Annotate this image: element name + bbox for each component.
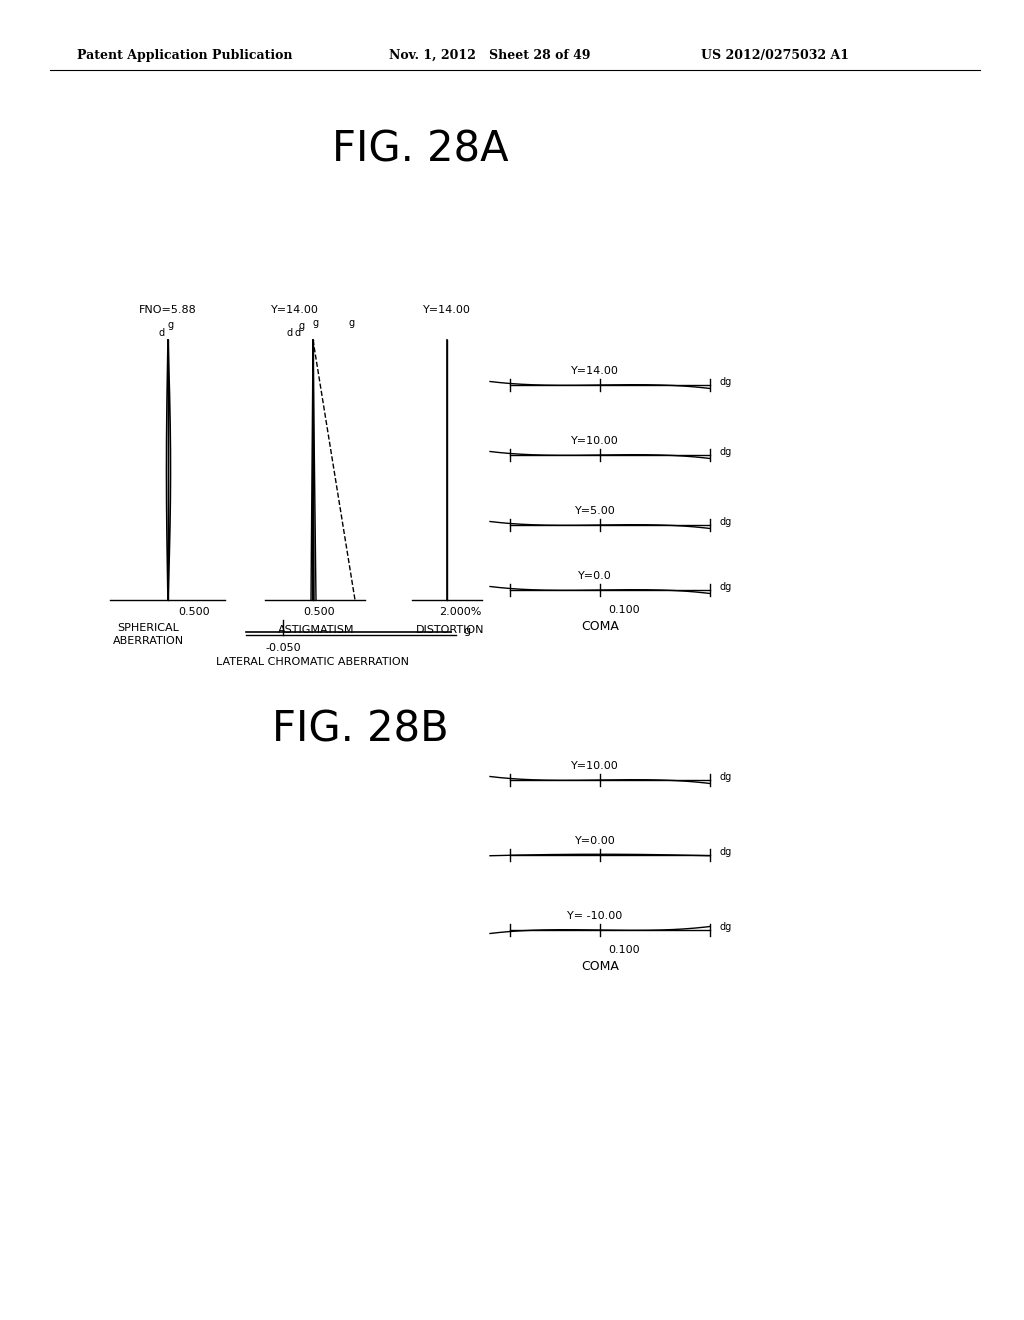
Text: g: g bbox=[349, 318, 355, 327]
Text: Y=14.00: Y=14.00 bbox=[271, 305, 318, 315]
Text: g: g bbox=[313, 318, 319, 327]
Text: d: d bbox=[159, 327, 165, 338]
Text: g: g bbox=[168, 319, 174, 330]
Text: 2.000%: 2.000% bbox=[439, 607, 482, 616]
Text: ASTIGMATISM: ASTIGMATISM bbox=[278, 624, 354, 635]
Text: Y=10.00: Y=10.00 bbox=[571, 436, 618, 446]
Text: Y=0.00: Y=0.00 bbox=[574, 836, 615, 846]
Text: Y=0.0: Y=0.0 bbox=[579, 572, 612, 581]
Text: COMA: COMA bbox=[581, 960, 618, 973]
Text: -0.050: -0.050 bbox=[265, 643, 301, 653]
Text: FNO=5.88: FNO=5.88 bbox=[139, 305, 197, 315]
Text: d: d bbox=[287, 327, 293, 338]
Text: Patent Application Publication: Patent Application Publication bbox=[77, 49, 293, 62]
Text: Y=14.00: Y=14.00 bbox=[571, 366, 618, 376]
Text: dg: dg bbox=[720, 447, 732, 457]
Text: Y=10.00: Y=10.00 bbox=[571, 762, 618, 771]
Text: FIG. 28A: FIG. 28A bbox=[332, 129, 508, 172]
Text: dg: dg bbox=[720, 772, 732, 781]
Text: Y=5.00: Y=5.00 bbox=[574, 506, 615, 516]
Text: Y=14.00: Y=14.00 bbox=[423, 305, 471, 315]
Text: 0.100: 0.100 bbox=[608, 605, 640, 615]
Text: 0.500: 0.500 bbox=[178, 607, 210, 616]
Text: dg: dg bbox=[720, 517, 732, 527]
Text: dg: dg bbox=[720, 378, 732, 387]
Text: g: g bbox=[299, 321, 305, 331]
Text: g: g bbox=[463, 626, 470, 636]
Text: COMA: COMA bbox=[581, 619, 618, 632]
Text: LATERAL CHROMATIC ABERRATION: LATERAL CHROMATIC ABERRATION bbox=[216, 657, 410, 667]
Text: ABERRATION: ABERRATION bbox=[113, 636, 183, 645]
Text: Y= -10.00: Y= -10.00 bbox=[567, 911, 623, 921]
Text: dg: dg bbox=[720, 582, 732, 591]
Text: 0.100: 0.100 bbox=[608, 945, 640, 954]
Text: dg: dg bbox=[720, 847, 732, 857]
Text: SPHERICAL: SPHERICAL bbox=[117, 623, 179, 634]
Text: dg: dg bbox=[720, 921, 732, 932]
Text: FIG. 28B: FIG. 28B bbox=[271, 709, 449, 751]
Text: 0.500: 0.500 bbox=[303, 607, 335, 616]
Text: Nov. 1, 2012   Sheet 28 of 49: Nov. 1, 2012 Sheet 28 of 49 bbox=[389, 49, 591, 62]
Text: d: d bbox=[295, 327, 301, 338]
Text: DISTORTION: DISTORTION bbox=[416, 624, 484, 635]
Text: US 2012/0275032 A1: US 2012/0275032 A1 bbox=[701, 49, 849, 62]
